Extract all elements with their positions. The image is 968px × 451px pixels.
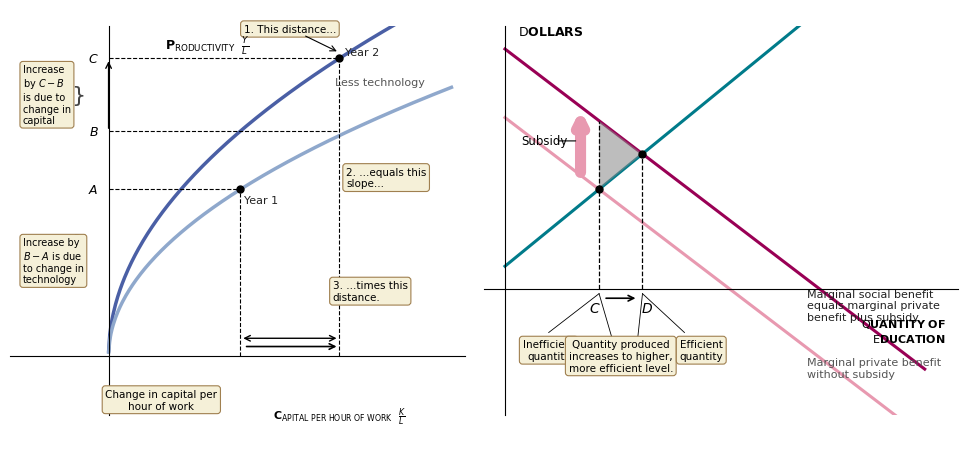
Text: Marginal private benefit
without subsidy: Marginal private benefit without subsidy [807,358,941,379]
Text: Increase
by $C - B$
is due to
change in
capital: Increase by $C - B$ is due to change in … [23,65,71,126]
Text: Marginal social benefit
equals marginal private
benefit plus subsidy: Marginal social benefit equals marginal … [807,289,940,322]
Text: $B$: $B$ [89,125,99,138]
Text: Change in capital per
hour of work: Change in capital per hour of work [106,389,218,410]
Text: }: } [72,234,85,254]
Text: D$\mathbf{OLLARS}$: D$\mathbf{OLLARS}$ [518,26,583,38]
Polygon shape [599,121,643,190]
Text: Year 2: Year 2 [345,48,378,58]
Text: Less technology: Less technology [335,78,425,88]
Text: Q$\mathbf{UANTITY\ OF}$
E$\mathbf{DUCATION}$: Q$\mathbf{UANTITY\ OF}$ E$\mathbf{DUCATI… [861,317,946,344]
Text: 1. This distance...: 1. This distance... [244,25,336,35]
Text: 2. ...equals this
slope...: 2. ...equals this slope... [346,167,426,189]
Text: Inefficient
quantity: Inefficient quantity [523,340,575,361]
Text: Increase by
$B - A$ is due
to change in
technology: Increase by $B - A$ is due to change in … [23,238,84,285]
Text: Year 1: Year 1 [244,196,278,206]
Text: 3. ...times this
distance.: 3. ...times this distance. [333,281,408,302]
Text: $A$: $A$ [88,184,99,197]
Text: $\mathbf{C}_{\mathrm{APITAL\ PER\ HOUR\ OF\ WORK}}$  $\frac{K}{L}$: $\mathbf{C}_{\mathrm{APITAL\ PER\ HOUR\ … [273,405,406,427]
Text: $C$: $C$ [88,53,99,66]
Text: $D$: $D$ [641,301,652,315]
Text: Efficient
quantity: Efficient quantity [680,340,723,361]
Text: $C$: $C$ [590,301,601,315]
Text: Quantity produced
increases to higher,
more efficient level.: Quantity produced increases to higher, m… [568,340,673,373]
Text: }: } [72,86,85,106]
Text: $\mathbf{P}_{\mathrm{RODUCTIVITY}}$  $\frac{Y}{L}$: $\mathbf{P}_{\mathrm{RODUCTIVITY}}$ $\fr… [165,35,250,56]
Text: Subsidy: Subsidy [522,135,568,148]
